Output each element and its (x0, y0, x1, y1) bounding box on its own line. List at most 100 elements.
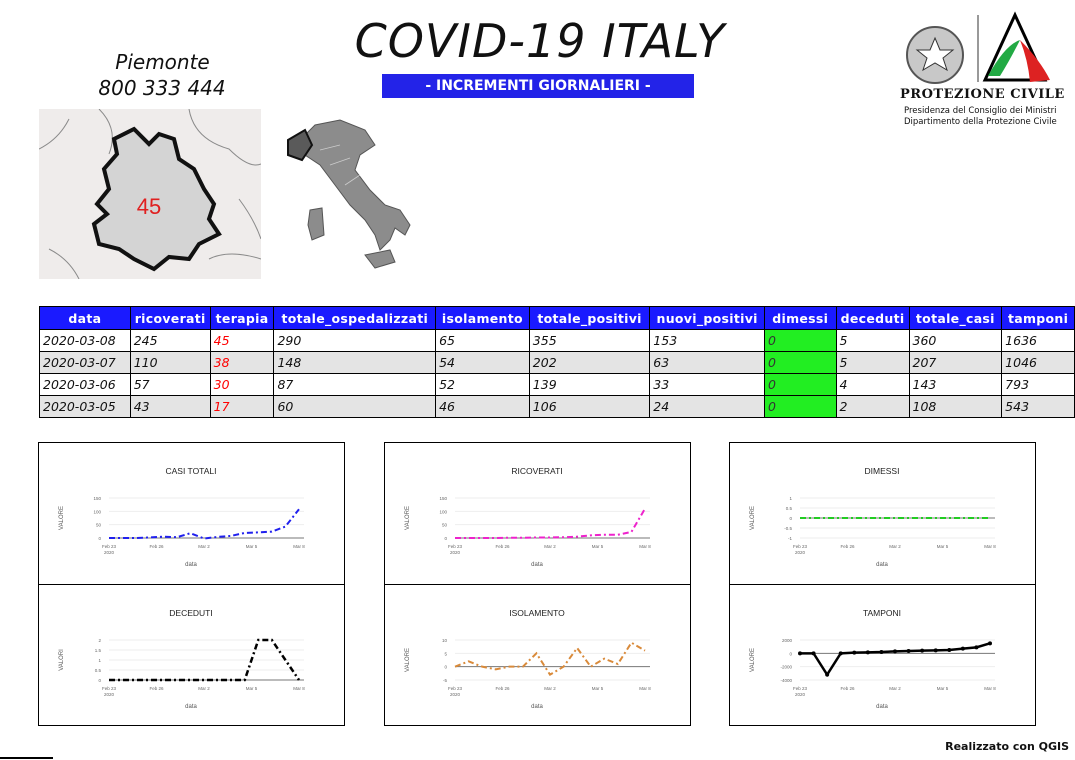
x-tick-label: Mar 8 (639, 544, 651, 549)
cell: 153 (649, 329, 765, 352)
y-tick-label: 0 (98, 536, 101, 541)
x-tick-label: 2020 (450, 550, 461, 555)
data-point (974, 645, 979, 650)
cell: 2020-03-05 (39, 395, 131, 418)
x-tick-label: Feb 23 (793, 544, 808, 549)
logo-subtitle-1: Presidenza del Consiglio dei Ministri (904, 106, 1057, 116)
logo-subtitle-2: Dipartimento della Protezione Civile (904, 117, 1057, 127)
col-header: ricoverati (129, 306, 211, 330)
data-point (852, 650, 857, 655)
data-point (879, 650, 884, 654)
cell: 52 (435, 373, 530, 396)
chart-title: CASI TOTALI (165, 466, 216, 476)
table-row: 2020-03-05 43 17 60 46 106 24 0 2 108 54… (39, 395, 1075, 418)
piemonte-highlight (287, 128, 314, 162)
y-tick-label: -0.5 (784, 526, 792, 531)
region-phone: 800 333 444 (98, 76, 226, 100)
x-tick-label: 2020 (104, 550, 115, 555)
x-tick-label: Mar 5 (937, 544, 949, 549)
y-tick-label: 1 (98, 658, 101, 663)
x-tick-label: Mar 2 (889, 686, 901, 691)
cell: 360 (908, 329, 1003, 352)
col-header: totale_positivi (528, 306, 651, 330)
cell: 290 (273, 329, 437, 352)
cell: 0 (763, 351, 837, 374)
protezione-civile-logo (900, 10, 1070, 140)
x-tick-label: Feb 23 (102, 544, 117, 549)
y-tick-label: 0 (789, 516, 792, 521)
cell: 46 (435, 395, 530, 418)
x-tick-label: Mar 8 (293, 544, 305, 549)
y-tick-label: 1.5 (95, 648, 102, 653)
cell: 143 (908, 373, 1003, 396)
data-point (947, 648, 952, 652)
chart-panel-deceduti: DECEDUTI 2 1.5 1 0.5 0 Feb 23 2020 Feb 26 Mar 2 Ma… (38, 584, 345, 726)
x-tick-label: 2020 (795, 550, 806, 555)
cell: 43 (129, 395, 211, 418)
y-tick-label: 5 (444, 651, 447, 656)
x-tick-label: Mar 5 (592, 686, 604, 691)
cell: 0 (763, 373, 837, 396)
subtitle-banner: - INCREMENTI GIORNALIERI - (382, 74, 694, 98)
cell: 139 (528, 373, 651, 396)
data-point (811, 651, 816, 656)
series-line (455, 508, 646, 539)
chart-title: ISOLAMENTO (509, 608, 565, 618)
x-tick-label: Feb 26 (495, 544, 510, 549)
data-point (825, 672, 830, 677)
chart-title: TAMPONI (863, 608, 901, 618)
data-point (960, 646, 965, 651)
data-point (906, 649, 911, 653)
series-line (109, 638, 301, 682)
logo-org-name: PROTEZIONE CIVILE (900, 87, 1065, 102)
x-tick-label: Feb 26 (840, 686, 855, 691)
cell: 4 (835, 373, 910, 396)
table-row: 2020-03-08 245 45 290 65 355 153 0 5 360… (39, 329, 1075, 352)
y-tick-label: 0.5 (786, 506, 793, 511)
cell: 1636 (1001, 329, 1075, 352)
region-value: 45 (137, 194, 161, 219)
y-tick-label: 0 (444, 665, 447, 670)
data-point (838, 651, 843, 656)
cell: 110 (129, 351, 211, 374)
x-axis-label: data (185, 562, 197, 568)
y-tick-label: 50 (96, 523, 102, 528)
y-tick-label: -5 (443, 678, 447, 683)
data-point (933, 648, 938, 653)
y-tick-label: 150 (93, 496, 101, 501)
piemonte-shape (91, 126, 222, 272)
x-tick-label: Feb 23 (793, 686, 808, 691)
y-axis-label: VALORE (405, 506, 411, 530)
y-tick-label: 100 (93, 509, 101, 514)
x-tick-label: Feb 26 (149, 686, 164, 691)
x-tick-label: Mar 8 (639, 686, 651, 691)
data-point (798, 651, 802, 656)
cell: 2020-03-08 (39, 329, 131, 352)
cell: 1046 (1001, 351, 1075, 374)
cell: 207 (908, 351, 1003, 374)
y-tick-label: 10 (442, 638, 448, 643)
y-tick-label: 100 (439, 509, 447, 514)
cell: 30 (209, 373, 275, 396)
chart-title: RICOVERATI (511, 466, 562, 476)
cell: 45 (209, 329, 275, 352)
x-tick-label: Mar 2 (198, 544, 210, 549)
x-tick-label: Mar 2 (544, 686, 556, 691)
cell: 63 (649, 351, 765, 374)
cell: 543 (1001, 395, 1075, 418)
credit-text: Realizzato con QGIS (945, 740, 1069, 753)
table-header-row: data ricoverati terapia totale_ospedaliz… (39, 306, 1075, 330)
cell: 2 (835, 395, 910, 418)
y-axis-label: VALORE (405, 648, 411, 672)
chart-panel-tamponi: TAMPONI 2000 0 -2000 -4000 Feb 23 2020 Feb 26 Ma… (729, 584, 1036, 726)
italy-map (280, 110, 430, 280)
col-header: terapia (209, 306, 275, 330)
cell: 57 (129, 373, 211, 396)
y-tick-label: 150 (439, 496, 447, 501)
x-tick-label: Feb 23 (448, 544, 463, 549)
y-axis-label: VALORE (59, 506, 65, 530)
cell: 87 (273, 373, 437, 396)
